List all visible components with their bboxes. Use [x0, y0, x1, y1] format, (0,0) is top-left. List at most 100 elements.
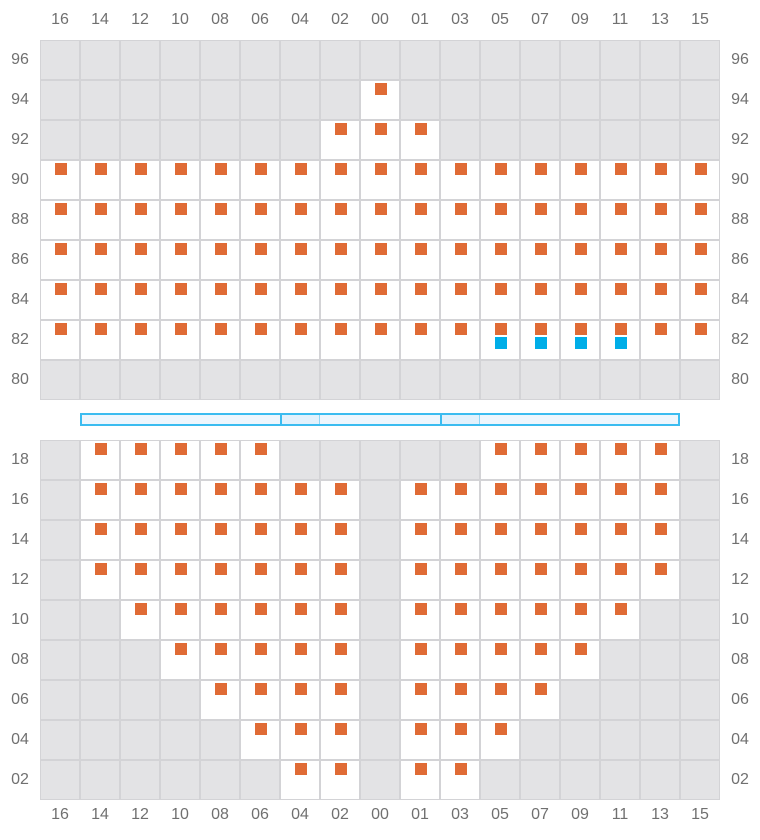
seat-cell[interactable] — [160, 440, 200, 480]
seat-marker[interactable] — [495, 443, 507, 455]
seat-marker[interactable] — [215, 483, 227, 495]
seat-marker[interactable] — [415, 563, 427, 575]
seat-cell[interactable] — [40, 280, 80, 320]
seat-marker[interactable] — [95, 523, 107, 535]
seat-cell[interactable] — [160, 320, 200, 360]
seat-marker[interactable] — [495, 243, 507, 255]
seat-cell[interactable] — [400, 720, 440, 760]
seat-marker[interactable] — [655, 163, 667, 175]
seat-cell[interactable] — [80, 200, 120, 240]
seat-marker[interactable] — [255, 643, 267, 655]
seat-cell[interactable] — [120, 320, 160, 360]
seat-cell[interactable] — [640, 280, 680, 320]
seat-marker[interactable] — [335, 763, 347, 775]
seat-marker[interactable] — [215, 603, 227, 615]
seat-cell[interactable] — [280, 320, 320, 360]
seat-marker[interactable] — [535, 243, 547, 255]
seat-cell[interactable] — [320, 760, 360, 800]
seat-cell[interactable] — [520, 440, 560, 480]
seat-marker[interactable] — [615, 163, 627, 175]
seat-marker[interactable] — [335, 163, 347, 175]
seat-marker[interactable] — [255, 563, 267, 575]
seat-marker[interactable] — [255, 683, 267, 695]
seat-marker[interactable] — [415, 763, 427, 775]
seat-marker[interactable] — [295, 483, 307, 495]
seat-marker[interactable] — [335, 723, 347, 735]
seat-cell[interactable] — [320, 600, 360, 640]
seat-marker[interactable] — [135, 163, 147, 175]
seat-cell[interactable] — [240, 680, 280, 720]
seat-cell[interactable] — [240, 160, 280, 200]
seat-cell[interactable] — [280, 280, 320, 320]
seat-marker[interactable] — [95, 483, 107, 495]
seat-marker[interactable] — [495, 683, 507, 695]
seat-marker[interactable] — [335, 283, 347, 295]
seat-cell[interactable] — [40, 320, 80, 360]
seat-marker[interactable] — [575, 203, 587, 215]
seat-marker[interactable] — [495, 163, 507, 175]
seat-cell[interactable] — [400, 120, 440, 160]
seat-cell[interactable] — [400, 240, 440, 280]
seat-marker[interactable] — [575, 283, 587, 295]
seat-cell[interactable] — [560, 200, 600, 240]
seat-cell[interactable] — [640, 560, 680, 600]
seat-cell[interactable] — [80, 440, 120, 480]
seat-marker[interactable] — [415, 523, 427, 535]
seat-cell[interactable] — [640, 480, 680, 520]
seat-cell[interactable] — [440, 720, 480, 760]
seat-cell[interactable] — [120, 240, 160, 280]
seat-marker[interactable] — [455, 683, 467, 695]
seat-marker[interactable] — [535, 523, 547, 535]
seat-cell[interactable] — [640, 160, 680, 200]
seat-marker[interactable] — [575, 483, 587, 495]
seat-marker[interactable] — [175, 523, 187, 535]
seat-marker[interactable] — [135, 323, 147, 335]
secondary-seat-marker[interactable] — [535, 337, 547, 349]
seat-marker[interactable] — [655, 563, 667, 575]
seat-cell[interactable] — [480, 640, 520, 680]
seat-marker[interactable] — [495, 603, 507, 615]
seat-cell[interactable] — [400, 200, 440, 240]
seat-marker[interactable] — [215, 243, 227, 255]
seat-cell[interactable] — [400, 560, 440, 600]
seat-cell[interactable] — [480, 480, 520, 520]
seat-marker[interactable] — [695, 203, 707, 215]
seat-cell[interactable] — [200, 200, 240, 240]
seat-cell[interactable] — [120, 200, 160, 240]
seat-marker[interactable] — [415, 123, 427, 135]
seat-cell[interactable] — [400, 520, 440, 560]
seat-marker[interactable] — [255, 163, 267, 175]
seat-marker[interactable] — [455, 203, 467, 215]
seat-marker[interactable] — [95, 443, 107, 455]
seat-marker[interactable] — [655, 243, 667, 255]
seat-marker[interactable] — [455, 763, 467, 775]
seat-marker[interactable] — [375, 83, 387, 95]
seat-marker[interactable] — [215, 563, 227, 575]
seat-cell[interactable] — [560, 280, 600, 320]
seat-cell[interactable] — [600, 600, 640, 640]
seat-marker[interactable] — [495, 283, 507, 295]
seat-cell[interactable] — [560, 440, 600, 480]
seat-cell[interactable] — [680, 240, 720, 280]
seat-cell[interactable] — [280, 560, 320, 600]
seat-marker[interactable] — [255, 723, 267, 735]
seat-cell[interactable] — [200, 600, 240, 640]
seat-marker[interactable] — [655, 483, 667, 495]
seat-marker[interactable] — [335, 203, 347, 215]
seat-marker[interactable] — [575, 603, 587, 615]
seat-marker[interactable] — [455, 723, 467, 735]
seat-cell[interactable] — [600, 480, 640, 520]
seat-marker[interactable] — [175, 483, 187, 495]
seat-cell[interactable] — [160, 640, 200, 680]
seat-marker[interactable] — [695, 283, 707, 295]
seat-marker[interactable] — [295, 643, 307, 655]
seat-cell[interactable] — [200, 520, 240, 560]
seat-cell[interactable] — [480, 320, 520, 360]
seat-marker[interactable] — [415, 203, 427, 215]
seat-marker[interactable] — [255, 243, 267, 255]
seat-cell[interactable] — [640, 200, 680, 240]
seat-cell[interactable] — [40, 240, 80, 280]
seat-cell[interactable] — [240, 640, 280, 680]
seat-cell[interactable] — [80, 320, 120, 360]
seat-marker[interactable] — [655, 443, 667, 455]
